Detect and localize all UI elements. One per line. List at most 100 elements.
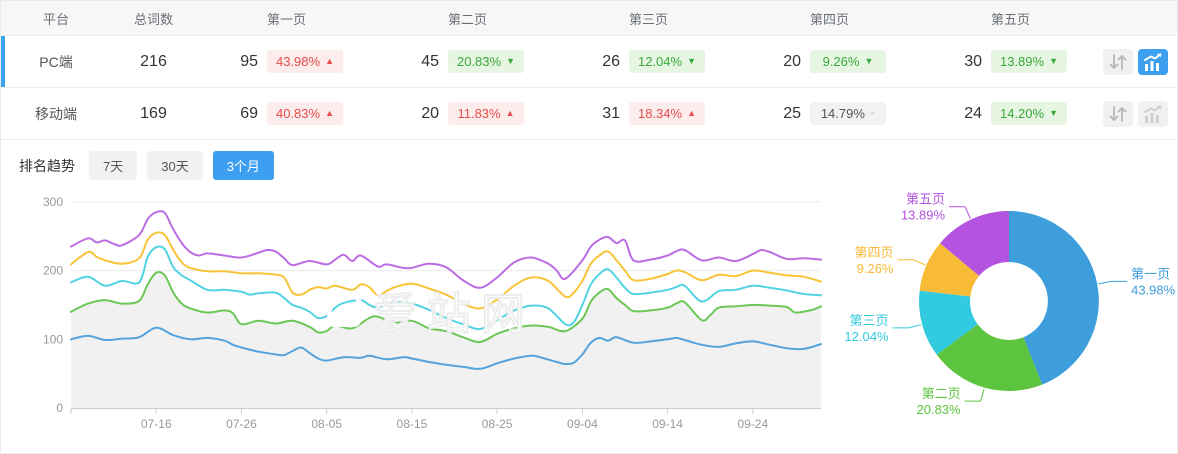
row-actions [1101, 100, 1177, 127]
platform-label: 移动端 [35, 105, 77, 122]
trend-chart-button[interactable] [1138, 48, 1168, 75]
total-words-value: 169 [140, 104, 167, 122]
trend-line-page-4-cum [70, 231, 822, 310]
total-words-value: 216 [140, 52, 167, 70]
x-axis-label: 09-04 [567, 417, 598, 431]
change-badge: 40.83% ▲ [267, 102, 343, 125]
y-axis-label: 200 [43, 264, 63, 278]
platform-label: PC端 [39, 53, 73, 70]
compare-button[interactable] [1103, 100, 1133, 127]
col-header-page5: 第五页 [990, 11, 1030, 27]
change-badge: 18.34% ▲ [629, 102, 705, 125]
section-title: 排名趋势 [19, 157, 75, 174]
change-arrow-icon: ▲ [325, 56, 334, 66]
change-percent: 13.89% [999, 54, 1045, 69]
trend-line-page-5-cum [70, 210, 822, 289]
page-cell: 25 14.79% − [739, 102, 920, 125]
change-percent: 14.20% [999, 106, 1045, 121]
x-axis-label: 07-16 [141, 417, 172, 431]
table-row-pc[interactable]: PC端 216 95 43.98% ▲ 45 20.83% ▼ 26 12.04… [1, 36, 1177, 88]
page-cell: 20 9.26% ▼ [739, 50, 920, 73]
y-axis-label: 100 [43, 332, 63, 346]
donut-label-pct-page-3: 12.04% [844, 329, 889, 344]
col-header-page3: 第三页 [628, 11, 668, 27]
page-count: 25 [783, 104, 801, 122]
x-axis-label: 08-15 [397, 417, 428, 431]
table-header: 平台 总词数 第一页 第二页 第三页 第四页 第五页 [1, 1, 1177, 36]
change-percent: 40.83% [275, 106, 321, 121]
up-down-arrows-icon [1109, 105, 1127, 122]
y-axis-label: 0 [56, 401, 63, 415]
page-cell: 45 20.83% ▼ [377, 50, 558, 73]
range-tabs: 7天 30天 3个月 [89, 151, 274, 180]
change-badge: 43.98% ▲ [267, 50, 343, 73]
x-axis-label: 08-05 [311, 417, 342, 431]
trend-header: 排名趋势 7天 30天 3个月 [19, 151, 274, 180]
tab-30-days[interactable]: 30天 [147, 151, 203, 180]
row-actions [1101, 48, 1177, 75]
donut-label-pct-page-1: 43.98% [1131, 282, 1176, 297]
change-arrow-icon: ▼ [1049, 108, 1058, 118]
x-axis-label: 09-24 [737, 417, 768, 431]
page-cell: 30 13.89% ▼ [920, 50, 1101, 73]
trend-section: 排名趋势 7天 30天 3个月 07-16 07-26 08-05 08-15 08-2… [1, 140, 1177, 453]
change-arrow-icon: − [869, 108, 876, 118]
donut-slice-page-4[interactable] [919, 243, 980, 297]
change-arrow-icon: ▼ [687, 56, 696, 66]
change-arrow-icon: ▼ [1049, 56, 1058, 66]
donut-label-name-page-5: 第五页 [906, 192, 945, 207]
up-down-arrows-icon [1109, 53, 1127, 70]
page-cell: 95 43.98% ▲ [196, 50, 377, 73]
x-axis-label: 08-25 [482, 417, 513, 431]
tab-7-days[interactable]: 7天 [89, 151, 138, 180]
donut-slice-page-2[interactable] [936, 324, 1043, 391]
change-badge: 12.04% ▼ [629, 50, 705, 73]
trend-line-page-2-cum [70, 271, 822, 344]
change-arrow-icon: ▲ [687, 108, 696, 118]
page-count: 20 [783, 52, 801, 70]
donut-slice-page-5[interactable] [940, 211, 1009, 276]
trend-line-chart: 07-16 07-26 08-05 08-15 08-25 09-04 09-14 09-24… [43, 195, 822, 431]
trend-line-page-1-cum [70, 326, 822, 370]
y-axis-label: 300 [43, 195, 63, 209]
col-header-total-words: 总词数 [133, 11, 173, 27]
page-count: 69 [240, 104, 258, 122]
change-badge: 20.83% ▼ [448, 50, 524, 73]
change-arrow-icon: ▲ [505, 108, 515, 118]
change-arrow-icon: ▲ [325, 108, 334, 118]
page-count: 24 [964, 104, 982, 122]
tab-3-months[interactable]: 3个月 [212, 151, 274, 180]
change-percent: 43.98% [275, 54, 321, 69]
donut-label-name-page-1: 第一页 [1131, 266, 1170, 281]
page-cell: 26 12.04% ▼ [558, 50, 739, 73]
page-cell: 69 40.83% ▲ [196, 102, 377, 125]
donut-slice-page-3[interactable] [918, 290, 978, 355]
x-axis-label: 09-14 [652, 417, 683, 431]
page-count: 30 [964, 52, 982, 70]
change-arrow-icon: ▼ [864, 56, 874, 66]
page-count: 26 [602, 52, 620, 70]
donut-label-name-page-2: 第二页 [922, 386, 961, 401]
compare-button[interactable] [1103, 48, 1133, 75]
change-percent: 18.34% [637, 106, 683, 121]
trend-chart-button[interactable] [1138, 100, 1168, 127]
donut-label-name-page-3: 第三页 [849, 313, 888, 328]
donut-label-line-page-2 [964, 388, 985, 402]
page-cell: 31 18.34% ▲ [558, 102, 739, 125]
change-badge: 9.26% ▼ [810, 50, 886, 73]
donut-slice-page-1[interactable] [1009, 211, 1099, 385]
col-header-page4: 第四页 [809, 11, 849, 27]
donut-label-pct-page-5: 13.89% [901, 208, 946, 223]
donut-label-line-page-5 [949, 206, 971, 219]
change-badge: 11.83% ▲ [448, 102, 524, 125]
donut-label-line-page-3 [892, 324, 922, 329]
change-arrow-icon: ▼ [506, 56, 515, 66]
page-cell: 20 11.83% ▲ [377, 102, 558, 125]
change-badge: 13.89% ▼ [991, 50, 1067, 73]
x-axis-label: 07-26 [226, 417, 257, 431]
trend-chart-icon [1144, 105, 1162, 123]
table-row-mobile[interactable]: 移动端 169 69 40.83% ▲ 20 11.83% ▲ 31 18.34… [1, 88, 1177, 140]
col-header-platform: 平台 [42, 11, 69, 27]
